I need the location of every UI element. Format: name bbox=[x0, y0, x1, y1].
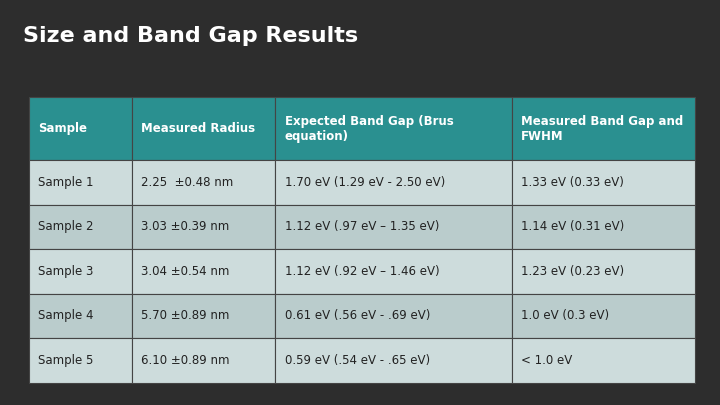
FancyBboxPatch shape bbox=[512, 97, 695, 160]
Text: 3.04 ±0.54 nm: 3.04 ±0.54 nm bbox=[141, 265, 230, 278]
FancyBboxPatch shape bbox=[512, 338, 695, 383]
Text: Size and Band Gap Results: Size and Band Gap Results bbox=[23, 26, 358, 46]
Text: 1.23 eV (0.23 eV): 1.23 eV (0.23 eV) bbox=[521, 265, 624, 278]
FancyBboxPatch shape bbox=[29, 338, 132, 383]
FancyBboxPatch shape bbox=[132, 160, 275, 205]
FancyBboxPatch shape bbox=[275, 249, 512, 294]
FancyBboxPatch shape bbox=[132, 249, 275, 294]
Text: Sample 3: Sample 3 bbox=[38, 265, 94, 278]
Text: 1.14 eV (0.31 eV): 1.14 eV (0.31 eV) bbox=[521, 220, 624, 233]
FancyBboxPatch shape bbox=[132, 205, 275, 249]
Text: < 1.0 eV: < 1.0 eV bbox=[521, 354, 572, 367]
FancyBboxPatch shape bbox=[512, 205, 695, 249]
Text: Sample 5: Sample 5 bbox=[38, 354, 94, 367]
FancyBboxPatch shape bbox=[29, 205, 132, 249]
Text: 5.70 ±0.89 nm: 5.70 ±0.89 nm bbox=[141, 309, 230, 322]
FancyBboxPatch shape bbox=[275, 160, 512, 205]
FancyBboxPatch shape bbox=[29, 294, 132, 338]
Text: 1.12 eV (.97 eV – 1.35 eV): 1.12 eV (.97 eV – 1.35 eV) bbox=[284, 220, 439, 233]
FancyBboxPatch shape bbox=[512, 160, 695, 205]
Text: Measured Radius: Measured Radius bbox=[141, 122, 256, 135]
Text: 0.61 eV (.56 eV - .69 eV): 0.61 eV (.56 eV - .69 eV) bbox=[284, 309, 430, 322]
Text: 0.59 eV (.54 eV - .65 eV): 0.59 eV (.54 eV - .65 eV) bbox=[284, 354, 430, 367]
Text: 1.70 eV (1.29 eV - 2.50 eV): 1.70 eV (1.29 eV - 2.50 eV) bbox=[284, 176, 445, 189]
Text: 1.33 eV (0.33 eV): 1.33 eV (0.33 eV) bbox=[521, 176, 624, 189]
Text: Sample 2: Sample 2 bbox=[38, 220, 94, 233]
Text: Sample 1: Sample 1 bbox=[38, 176, 94, 189]
FancyBboxPatch shape bbox=[512, 294, 695, 338]
FancyBboxPatch shape bbox=[275, 294, 512, 338]
FancyBboxPatch shape bbox=[132, 338, 275, 383]
FancyBboxPatch shape bbox=[275, 205, 512, 249]
Text: 2.25  ±0.48 nm: 2.25 ±0.48 nm bbox=[141, 176, 233, 189]
FancyBboxPatch shape bbox=[132, 294, 275, 338]
FancyBboxPatch shape bbox=[512, 249, 695, 294]
Text: 3.03 ±0.39 nm: 3.03 ±0.39 nm bbox=[141, 220, 230, 233]
Text: Sample 4: Sample 4 bbox=[38, 309, 94, 322]
Text: Expected Band Gap (Brus
equation): Expected Band Gap (Brus equation) bbox=[284, 115, 454, 143]
Text: 6.10 ±0.89 nm: 6.10 ±0.89 nm bbox=[141, 354, 230, 367]
FancyBboxPatch shape bbox=[132, 97, 275, 160]
Text: 1.0 eV (0.3 eV): 1.0 eV (0.3 eV) bbox=[521, 309, 609, 322]
FancyBboxPatch shape bbox=[275, 338, 512, 383]
FancyBboxPatch shape bbox=[275, 97, 512, 160]
FancyBboxPatch shape bbox=[29, 160, 132, 205]
FancyBboxPatch shape bbox=[29, 249, 132, 294]
Text: Measured Band Gap and
FWHM: Measured Band Gap and FWHM bbox=[521, 115, 683, 143]
Text: 1.12 eV (.92 eV – 1.46 eV): 1.12 eV (.92 eV – 1.46 eV) bbox=[284, 265, 439, 278]
Text: Sample: Sample bbox=[38, 122, 87, 135]
FancyBboxPatch shape bbox=[29, 97, 132, 160]
